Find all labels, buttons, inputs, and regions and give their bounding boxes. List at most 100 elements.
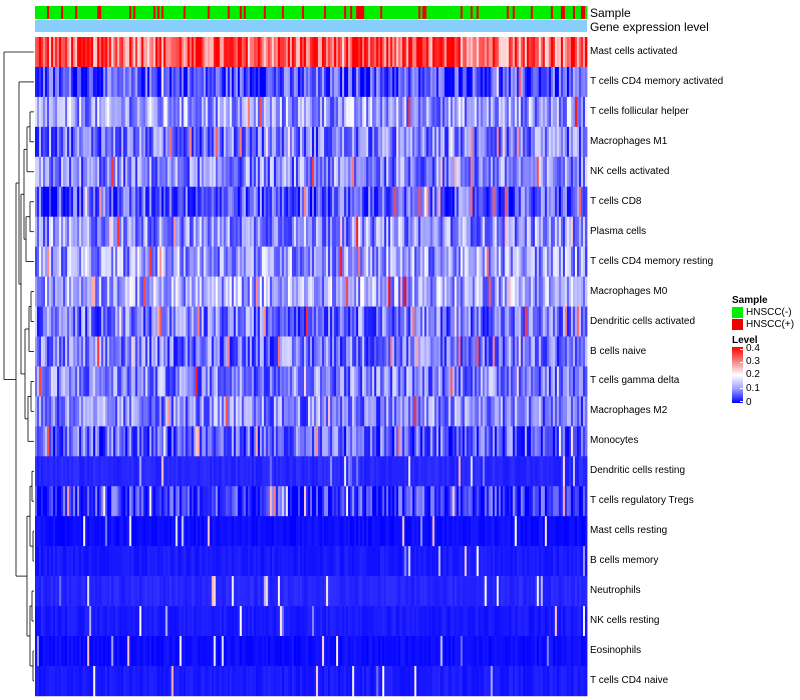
heatmap-cell	[61, 246, 64, 277]
heatmap-cell	[342, 126, 345, 158]
sample-annotation-cell	[420, 6, 423, 19]
heatmap-cell	[438, 126, 441, 158]
heatmap-cell	[522, 456, 526, 487]
sample-annotation-cell	[233, 6, 237, 19]
heatmap-cell	[430, 396, 433, 427]
heatmap-cell	[71, 276, 74, 307]
heatmap-cell	[510, 336, 514, 367]
heatmap-cell	[518, 37, 522, 68]
heatmap-cell	[257, 456, 261, 487]
heatmap-cell	[187, 66, 190, 98]
heatmap-cell	[133, 186, 136, 217]
heatmap-cell	[193, 37, 196, 68]
heatmap-cell	[556, 37, 560, 68]
heatmap-cell	[576, 516, 580, 547]
heatmap-cell	[464, 366, 467, 397]
heatmap-cell	[334, 516, 337, 547]
heatmap-cell	[412, 66, 415, 98]
heatmap-cell	[61, 37, 64, 68]
heatmap-cell	[215, 66, 219, 98]
heatmap-cell	[231, 456, 235, 487]
heatmap-cell	[43, 456, 46, 487]
heatmap-cell	[530, 456, 534, 487]
heatmap-cell	[518, 336, 522, 367]
heatmap-cell	[175, 366, 178, 397]
heatmap-cell	[386, 456, 389, 487]
heatmap-cell	[386, 96, 389, 128]
heatmap-cell	[51, 156, 54, 188]
heatmap-cell	[289, 516, 293, 547]
heatmap-cell	[484, 126, 488, 158]
heatmap-cell	[326, 486, 329, 517]
heatmap-cell	[310, 216, 313, 247]
sample-annotation-cell	[219, 6, 223, 19]
heatmap-cell	[494, 426, 498, 457]
heatmap-cell	[177, 96, 180, 128]
heatmap-cell	[356, 126, 359, 158]
sample-annotation-cell	[93, 6, 96, 19]
heatmap-cell	[121, 336, 124, 367]
heatmap-cell	[293, 216, 297, 247]
heatmap-cell	[55, 396, 58, 427]
heatmap-cell	[500, 66, 504, 98]
sample-annotation-cell	[456, 6, 459, 19]
heatmap-cell	[89, 66, 92, 98]
heatmap-row	[35, 456, 588, 487]
sample-annotation-cell	[71, 6, 74, 19]
heatmap-cell	[318, 37, 321, 68]
heatmap-cell	[310, 456, 313, 487]
sample-annotation-cell	[65, 6, 68, 19]
heatmap-cell	[578, 66, 582, 98]
heatmap-cell	[133, 486, 136, 517]
heatmap-cell	[394, 66, 397, 98]
heatmap-cell	[131, 306, 134, 337]
heatmap-cell	[295, 66, 299, 98]
heatmap-cell	[566, 246, 570, 277]
heatmap-cell	[47, 336, 50, 367]
heatmap-cell	[392, 516, 395, 547]
heatmap-cell	[570, 396, 574, 427]
heatmap-cell	[51, 37, 54, 68]
heatmap-cell	[185, 156, 188, 188]
heatmap-cell	[273, 396, 277, 427]
heatmap-cell	[566, 216, 570, 247]
heatmap-cell	[404, 456, 407, 487]
heatmap-cell	[396, 426, 399, 457]
heatmap-cell	[155, 306, 158, 337]
heatmap-cell	[582, 366, 586, 397]
heatmap-cell	[95, 126, 98, 158]
heatmap-cell	[139, 126, 142, 158]
heatmap-cell	[135, 336, 138, 367]
heatmap-cell	[552, 516, 556, 547]
heatmap-cell	[101, 426, 104, 457]
heatmap-cell	[376, 486, 379, 517]
heatmap-cell	[342, 456, 345, 487]
heatmap-cell	[480, 336, 484, 367]
heatmap-cell	[388, 516, 391, 547]
heatmap-cell	[135, 366, 138, 397]
heatmap-cell	[366, 366, 369, 397]
sample-annotation-cell	[342, 6, 345, 19]
sample-annotation-cell	[350, 6, 353, 19]
heatmap-cell	[307, 216, 311, 247]
heatmap-cell	[115, 366, 118, 397]
heatmap-cell	[516, 486, 520, 517]
heatmap-cell	[297, 486, 301, 517]
heatmap-cell	[241, 66, 245, 98]
heatmap-cell	[191, 96, 194, 128]
heatmap-cell	[482, 396, 486, 427]
heatmap-cell	[107, 216, 110, 247]
heatmap-cell	[305, 426, 309, 457]
heatmap-cell	[307, 96, 311, 128]
heatmap-cell	[279, 246, 283, 277]
heatmap-cell	[360, 516, 363, 547]
heatmap-cell	[546, 426, 550, 457]
heatmap-cell	[350, 66, 353, 98]
heatmap-cell	[109, 66, 112, 98]
heatmap-cell	[512, 336, 516, 367]
heatmap-cell	[37, 156, 40, 188]
heatmap-cell	[269, 216, 273, 247]
heatmap-cell	[211, 126, 215, 158]
heatmap-cell	[129, 456, 132, 487]
heatmap-cell	[261, 37, 265, 68]
